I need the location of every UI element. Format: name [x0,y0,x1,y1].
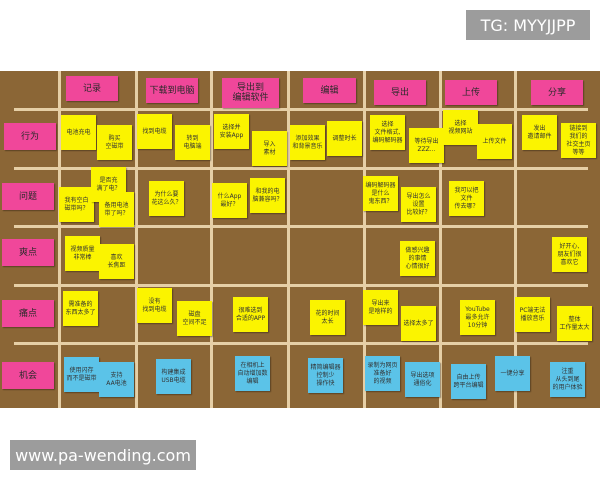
sticky-note-questions: 备用电池 带了吗？ [99,192,134,227]
sticky-note-pains: PC端无法 播放音乐 [515,297,550,332]
grid-line-vertical [514,71,517,408]
row-label: 爽点 [2,239,54,266]
stage-header: 导出 [374,80,426,105]
watermark-top: TG: MYYJJPP [466,10,590,40]
stage-header: 分享 [531,80,583,105]
grid-line-horizontal [14,108,588,111]
sticky-note-opportunities: 一键分享 [495,356,530,391]
row-label: 机会 [2,362,54,389]
sticky-note-behavior: 转到 电脑端 [175,125,210,160]
sticky-note-pains: 选择太多了 [401,306,436,341]
sticky-note-behavior: 电池充电 [61,115,96,150]
sticky-note-behavior: 调整时长 [327,121,362,156]
sticky-note-questions: 什么App 最好？ [212,183,247,218]
sticky-note-opportunities: 构建集成 USB电缆 [156,359,191,394]
sticky-note-opportunities: 导出选项 通俗化 [405,362,440,397]
sticky-note-pains: 很难选到 合适的APP [233,297,268,332]
grid-line-vertical [135,71,138,408]
watermark-bottom: www.pa-wending.com [10,440,196,470]
sticky-note-behavior: 链接到 我们的 社交主页 等等 [561,123,596,158]
sticky-note-opportunities: 录制为网页 准备好 的视频 [365,356,400,391]
sticky-note-opportunities: 支持 AA电池 [99,362,134,397]
sticky-note-pains: 没有 找到电缆 [137,288,172,323]
sticky-note-opportunities: 自由上传 跨平台编辑 [451,364,486,399]
sticky-note-behavior: 选择并 安装App [214,114,249,149]
grid-line-horizontal [14,342,588,345]
sticky-note-delights: 好开心, 朋友们很 喜欢它 [552,237,587,272]
grid-line-vertical [58,71,61,408]
sticky-note-behavior: 等待导出 ZZZ... [409,128,444,163]
sticky-note-behavior: 上传文件 [477,124,512,159]
sticky-note-questions: 编码解码器 是什么 鬼东西？ [363,176,398,211]
grid-line-vertical [439,71,442,408]
sticky-note-behavior: 购买 空磁带 [97,125,132,160]
sticky-note-opportunities: 在相机上 自动增加数 编辑 [235,356,270,391]
row-label: 问题 [2,183,54,210]
grid-line-horizontal [14,225,588,228]
grid-line-horizontal [14,284,588,287]
sticky-note-questions: 为什么要 花这么久？ [149,181,184,216]
sticky-note-pains: 花的时间 太长 [310,300,345,335]
row-label: 痛点 [2,300,54,327]
sticky-note-opportunities: 注重 从头到尾 的用户体验 [550,362,585,397]
stage-header: 编辑 [303,78,356,103]
sticky-note-behavior: 添加效果 和背景音乐 [290,125,325,160]
sticky-note-pains: 需准备的 东西太多了 [63,291,98,326]
stage-header: 下载到电脑 [146,78,198,103]
stage-header: 导出到 编辑软件 [222,78,279,108]
row-label: 行为 [4,123,56,150]
sticky-note-delights: 视频质量 非常棒 [65,236,100,271]
sticky-note-behavior: 导入 素材 [252,131,287,166]
stage-header: 上传 [445,80,497,105]
grid-line-vertical [210,71,213,408]
grid-line-horizontal [14,167,588,170]
sticky-note-pains: 整体 工作量太大 [557,306,592,341]
sticky-note-pains: 导出来 是啥样的 [363,290,398,325]
sticky-note-pains: YouTube 最多允许 10分钟 [460,300,495,335]
sticky-note-delights: 做感兴趣 的事情 心情很好 [400,241,435,276]
sticky-note-behavior: 选择 视频网站 [443,110,478,145]
sticky-note-questions: 和我的电 脑兼容吗？ [250,178,285,213]
sticky-note-questions: 导出怎么 设置 比较好？ [401,187,436,222]
sticky-note-delights: 喜欢 长焦距 [99,244,134,279]
sticky-note-behavior: 发出 邀请邮件 [522,115,557,150]
grid-line-vertical [363,71,366,408]
sticky-note-questions: 我可以把 文件 传去哪？ [449,181,484,216]
sticky-note-behavior: 选择 文件格式, 编码解码器 [370,115,405,150]
sticky-note-opportunities: 精简编辑器 控制少 操作快 [308,358,343,393]
sticky-note-questions: 我有空白 磁带吗？ [59,187,94,222]
grid-line-vertical [287,71,290,408]
sticky-note-opportunities: 使用闪存 而不是磁带 [64,357,99,392]
sticky-note-pains: 磁盘 空间不足 [177,301,212,336]
sticky-note-behavior: 找到电缆 [137,114,172,149]
stage-header: 记录 [66,76,118,101]
journey-map-board: 记录 下载到电脑 导出到 编辑软件 编辑 导出 上传 分享行为问题爽点痛点机会 电池充电 购买 … [0,71,600,408]
